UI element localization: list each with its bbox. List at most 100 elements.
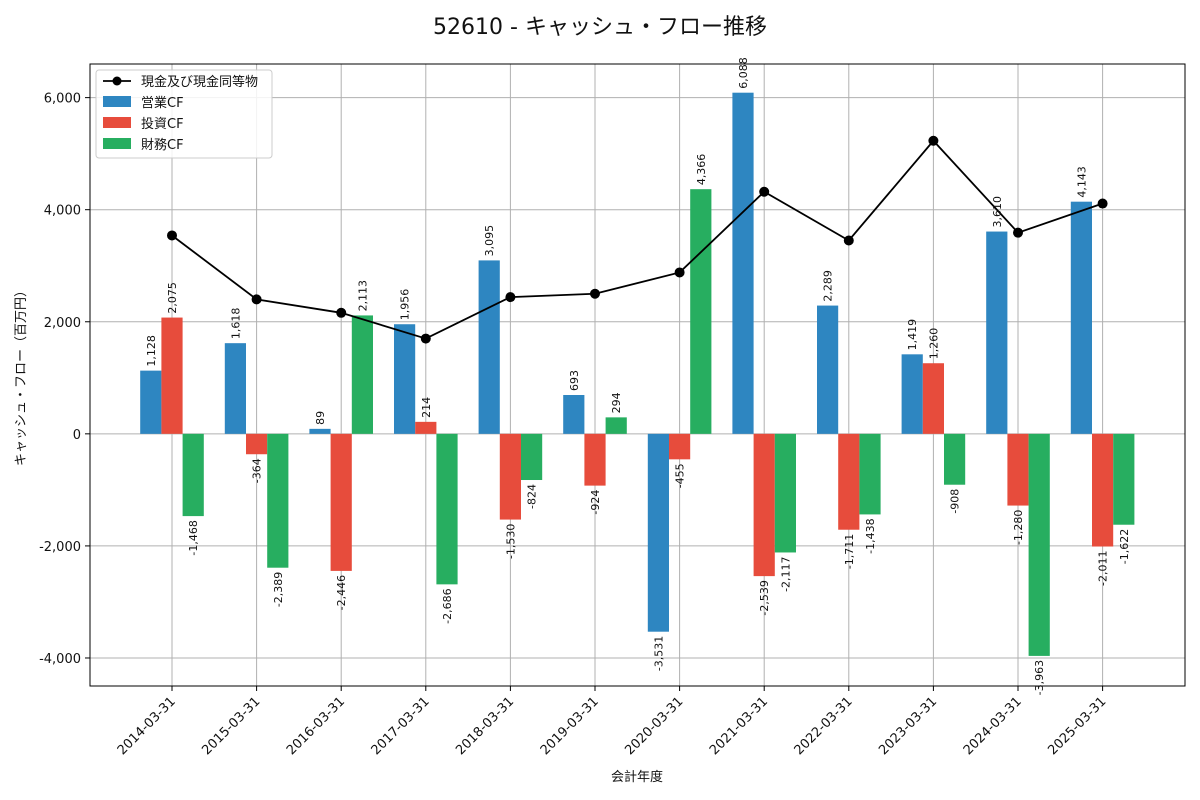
bar-value-label: 89 [314, 411, 327, 425]
bar [436, 433, 458, 585]
bar [753, 433, 775, 577]
bar [838, 433, 860, 530]
legend-swatch [103, 96, 131, 107]
bar-value-label: -2,389 [272, 572, 285, 607]
bar-value-label: 3,095 [483, 225, 496, 257]
bar-value-label: -2,117 [779, 556, 792, 591]
x-tick-label: 2021-03-31 [707, 694, 771, 758]
bar-value-label: 3,610 [991, 196, 1004, 228]
bar-value-label: -455 [674, 463, 687, 488]
bar [330, 433, 352, 571]
bar [499, 433, 521, 520]
y-tick-label: 4,000 [44, 204, 81, 219]
bar [944, 433, 966, 485]
bar [1007, 433, 1029, 506]
bar-value-label: 4,143 [1075, 166, 1088, 198]
y-tick-label: 6,000 [44, 92, 81, 107]
legend-label: 現金及び現金同等物 [141, 74, 258, 90]
bar-value-label: 1,128 [145, 335, 158, 367]
bar [1028, 433, 1050, 656]
bar-value-label: 294 [610, 392, 623, 413]
cash-line-point [928, 135, 939, 146]
cash-line-point [843, 235, 854, 246]
chart-title: 52610 - キャッシュ・フロー推移 [433, 15, 767, 40]
cash-line-path [171, 139, 1103, 340]
bar [859, 433, 881, 515]
cash-line-point [759, 186, 770, 197]
bar-value-label: -364 [251, 458, 264, 483]
x-tick-label: 2017-03-31 [369, 694, 433, 758]
bar-value-label: 1,260 [927, 328, 940, 360]
bar-value-label: -2,446 [335, 575, 348, 610]
bar-value-label: 1,618 [229, 308, 242, 340]
bar [669, 433, 691, 460]
cash-line-point [336, 307, 347, 318]
bar-value-label: -3,963 [1033, 660, 1046, 695]
bar [478, 260, 500, 434]
bar [647, 433, 669, 632]
bar-value-label: -1,530 [504, 524, 517, 559]
bar-value-label: -2,539 [758, 580, 771, 615]
bar [605, 417, 627, 434]
cash-line-point [674, 267, 685, 278]
bar [415, 421, 437, 434]
bar-value-label: -908 [949, 489, 962, 514]
bar-value-label: 693 [568, 370, 581, 391]
bar-value-label: -2,011 [1097, 551, 1110, 586]
bar [394, 324, 416, 434]
bar [1113, 433, 1135, 525]
legend-swatch [103, 117, 131, 128]
bar [224, 343, 246, 434]
bar-value-label: -1,438 [864, 518, 877, 553]
bar [246, 433, 268, 455]
bar-value-label: 6,088 [737, 57, 750, 89]
bar-value-label: 1,419 [906, 319, 919, 351]
bar-value-label: 4,366 [695, 154, 708, 186]
bar-value-label: -924 [589, 490, 602, 515]
cash-line-point [167, 230, 177, 241]
cash-line-point [590, 288, 600, 299]
bar-value-label: -2,686 [441, 588, 454, 623]
legend-label: 営業CF [141, 95, 184, 111]
bar-value-label: 2,075 [166, 282, 179, 314]
bar [140, 370, 162, 434]
bar-value-label: -1,622 [1118, 529, 1131, 564]
bar [351, 315, 373, 434]
legend-box [95, 69, 273, 159]
bar [774, 433, 796, 553]
bar-value-label: -1,711 [843, 534, 856, 569]
bar-value-label: -3,531 [652, 636, 665, 671]
cash-line-point [1013, 227, 1023, 238]
x-tick-label: 2016-03-31 [284, 694, 348, 758]
bar [584, 433, 606, 486]
y-axis-label: キャッシュ・フロー（百万円） [14, 284, 29, 466]
bar [922, 363, 944, 434]
bar [986, 231, 1008, 434]
x-tick-label: 2014-03-31 [115, 694, 179, 758]
bar [1070, 201, 1092, 434]
x-tick-label: 2020-03-31 [622, 694, 686, 758]
legend-label: 投資CF [141, 116, 184, 132]
cash-line-point [251, 294, 262, 305]
x-tick-label: 2015-03-31 [199, 694, 263, 758]
bar-value-label: -1,280 [1012, 510, 1025, 545]
bar-value-label: 1,956 [399, 289, 412, 321]
bar [901, 354, 923, 434]
bars [140, 92, 1135, 656]
x-tick-label: 2019-03-31 [538, 694, 602, 758]
bar [309, 428, 331, 434]
cash-line-point [420, 333, 431, 344]
x-tick-label: 2024-03-31 [961, 694, 1025, 758]
bar-labels: 1,128 1,618 89 1,956 3,095 693 -3,531 6,088 2,28… [145, 57, 1131, 695]
x-tick-label: 2023-03-31 [876, 694, 940, 758]
x-tick-label: 2025-03-31 [1045, 694, 1109, 758]
y-tick-label: 2,000 [44, 316, 81, 331]
bar [690, 189, 712, 434]
bar [161, 317, 183, 434]
bar [817, 305, 839, 434]
y-tick-label: -4,000 [39, 652, 81, 667]
bar [732, 92, 754, 434]
bar-value-label: 2,289 [822, 270, 835, 302]
x-tick-label: 2018-03-31 [453, 694, 517, 758]
bar [521, 433, 543, 481]
